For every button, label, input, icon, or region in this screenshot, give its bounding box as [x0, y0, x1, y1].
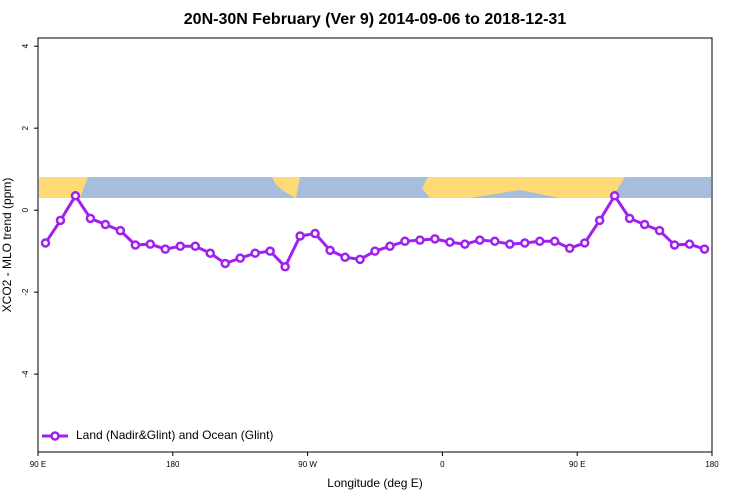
data-point: [115, 225, 126, 236]
data-point: [624, 213, 635, 224]
series-line: [44, 193, 705, 270]
data-point: [520, 238, 530, 248]
data-point: [220, 258, 230, 269]
data-point: [639, 219, 650, 230]
chart-title: 20N-30N February (Ver 9) 2014-09-06 to 2…: [184, 11, 567, 28]
data-point: [460, 239, 470, 249]
data-point: [594, 215, 605, 226]
x-tick-label: 90 E: [30, 460, 46, 469]
data-point: [430, 234, 440, 244]
data-point: [505, 239, 515, 249]
data-point: [669, 240, 680, 250]
data-point: [654, 225, 665, 236]
data-point: [100, 219, 111, 230]
data-point: [295, 231, 305, 241]
y-tick-label: -2: [21, 288, 30, 296]
data-point: [265, 246, 275, 256]
data-point: [235, 253, 245, 263]
data-point: [190, 241, 201, 251]
data-point: [699, 244, 710, 254]
data-point: [40, 238, 51, 248]
data-point: [250, 248, 260, 258]
y-tick-label: 0: [21, 207, 30, 212]
data-point: [549, 236, 560, 247]
x-tick-label: 90 E: [569, 460, 585, 469]
x-tick-label: 180: [166, 460, 180, 469]
data-point: [205, 248, 215, 258]
x-tick-label: 0: [440, 460, 445, 469]
x-tick-label: 180: [705, 460, 719, 469]
data-point: [609, 191, 620, 201]
data-point: [325, 245, 335, 256]
data-point: [370, 246, 380, 256]
data-point: [355, 254, 365, 265]
data-point: [130, 240, 141, 250]
data-point: [400, 236, 410, 247]
plot-frame: [37, 37, 713, 453]
data-point: [70, 191, 81, 201]
data-point: [85, 213, 96, 224]
data-point: [415, 235, 425, 245]
y-tick-label: 2: [21, 125, 30, 130]
legend-marker: [50, 431, 60, 441]
data-point: [310, 228, 320, 239]
data-point: [160, 244, 171, 254]
x-tick-label: 90 W: [298, 460, 317, 469]
data-point: [490, 236, 500, 247]
data-point: [535, 236, 545, 247]
data-point: [579, 238, 590, 248]
y-tick-label: -4: [21, 370, 30, 378]
data-point: [280, 261, 290, 272]
data-point: [385, 241, 395, 251]
data-point: [475, 235, 485, 245]
data-point: [55, 215, 66, 226]
data-point: [175, 241, 186, 251]
data-point: [445, 237, 455, 247]
x-axis-label: Longitude (deg E): [327, 476, 422, 490]
data-point: [684, 239, 695, 249]
legend-label: Land (Nadir&Glint) and Ocean (Glint): [76, 428, 273, 442]
data-point: [145, 239, 156, 249]
data-point: [564, 243, 575, 254]
legend-item: Land (Nadir&Glint) and Ocean (Glint): [42, 428, 273, 442]
y-tick-label: 4: [21, 43, 30, 48]
data-point: [340, 252, 350, 263]
y-axis-label: XCO2 - MLO trend (ppm): [0, 178, 14, 313]
